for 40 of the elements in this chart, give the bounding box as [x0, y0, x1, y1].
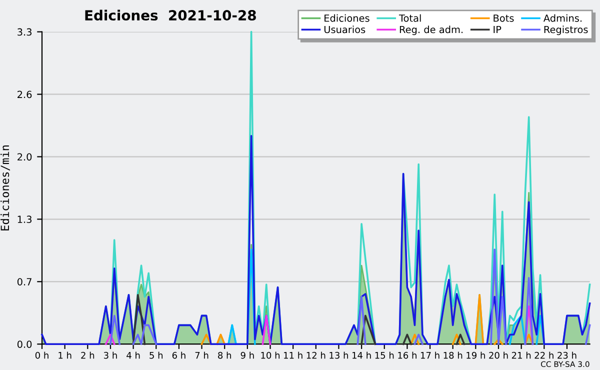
x-tick-label: 23 h [558, 352, 576, 359]
chart-title: Ediciones 2021-10-28 [85, 10, 256, 21]
legend-label: Registros [544, 26, 588, 36]
legend-label: Usuarios [324, 26, 366, 34]
legend-label: Total [398, 14, 421, 22]
x-tick-label: 6 h [172, 352, 186, 359]
x-tick-label: 9 h [240, 352, 254, 359]
x-tick-label: 14 h [352, 352, 371, 359]
y-tick-label: 1.3 [18, 216, 32, 224]
x-tick-label: 12 h [306, 352, 326, 359]
x-tick-label: 8 h [218, 352, 231, 359]
y-tick-label: 2.6 [18, 90, 32, 98]
x-tick-label: 1 h [58, 352, 72, 359]
x-tick-label: 22 h [534, 352, 554, 359]
x-tick-label: 3 h [104, 352, 117, 359]
y-tick-label: 2.0 [18, 153, 32, 161]
x-tick-label: 2 h [81, 352, 94, 359]
x-tick-label: 4 h [126, 352, 140, 359]
legend-label: IP [494, 26, 502, 34]
x-tick-label: 7 h [195, 352, 208, 359]
x-tick-label: 10 h [261, 352, 280, 359]
x-tick-label: 16 h [398, 352, 416, 359]
x-tick-label: 21 h [512, 352, 531, 359]
legend-label: Admins. [543, 14, 582, 22]
x-tick-label: 20 h [489, 352, 508, 359]
y-axis-title: Ediciones/min [0, 145, 10, 230]
legend-label: Bots [494, 14, 514, 22]
y-tick-label: 0.0 [17, 340, 32, 348]
y-tick-label: 3.3 [18, 28, 32, 36]
x-tick-label: 13 h [330, 352, 348, 359]
y-tick-label: 0.7 [17, 278, 32, 286]
x-tick-label: 15 h [375, 352, 394, 359]
legend-label: Reg. de adm. [400, 26, 463, 36]
x-tick-label: 0 h [35, 352, 48, 359]
x-tick-label: 11 h [284, 352, 302, 359]
x-tick-label: 18 h [444, 352, 462, 359]
x-tick-label: 19 h [466, 352, 485, 359]
x-tick-label: 5 h [150, 352, 163, 359]
x-tick-label: 17 h [420, 352, 440, 359]
legend-label: Ediciones [324, 14, 370, 22]
